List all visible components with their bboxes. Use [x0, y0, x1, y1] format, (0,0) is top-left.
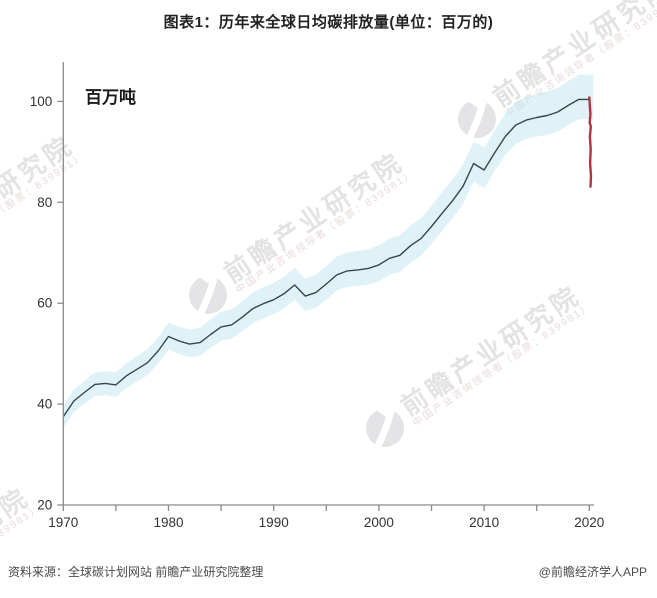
uncertainty-band [63, 74, 594, 428]
app-credit: @前瞻经济学人APP [538, 565, 647, 579]
source-note: 资料来源：全球碳计划网站 前瞻产业研究院整理 [8, 565, 264, 579]
emissions-line-path [62, 98, 590, 418]
y-tick-label: 40 [37, 397, 52, 412]
y-tick-label: 80 [37, 195, 52, 210]
uncertainty-band-area [63, 74, 594, 428]
y-axis-unit-label: 百万吨 [85, 87, 136, 107]
x-tick-label: 2010 [469, 515, 499, 530]
x-tick-label: 1990 [259, 515, 289, 530]
x-tick-label: 1970 [48, 515, 78, 530]
y-tick-label: 20 [37, 498, 52, 513]
emissions-line [62, 98, 590, 418]
x-tick-label: 1980 [153, 515, 183, 530]
covid-drop-path [588, 96, 593, 188]
axes [57, 62, 594, 511]
y-tick-label: 100 [30, 94, 53, 109]
covid-drop-line [588, 96, 593, 188]
chart-title: 图表1：历年来全球日均碳排放量(单位：百万的) [163, 14, 494, 31]
x-tick-label: 2020 [574, 515, 604, 530]
axis-tick-labels: 20 40 60 80 100 1970 1980 1990 2000 2010 2020 [30, 94, 605, 530]
x-tick-label: 2000 [364, 515, 394, 530]
y-tick-label: 60 [37, 296, 52, 311]
